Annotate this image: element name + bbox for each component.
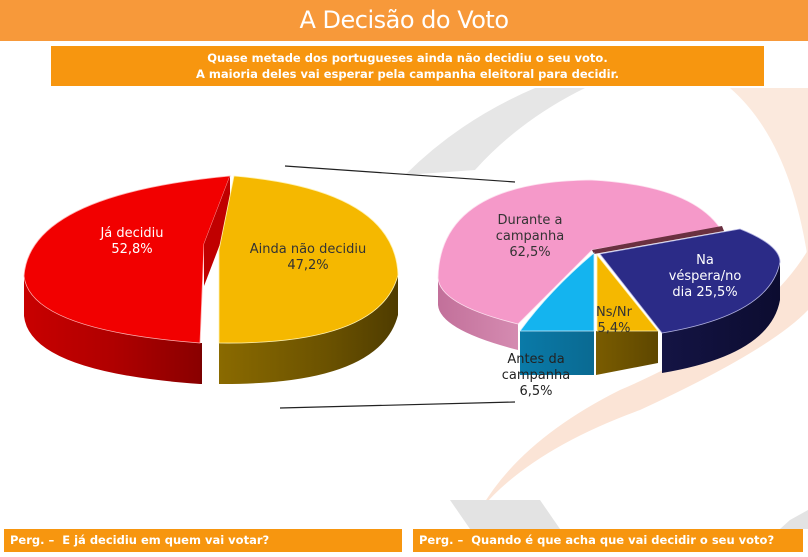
label-antes-campanha: Antes da campanha 6,5% — [501, 352, 571, 399]
slice-durante-campanha — [437, 179, 721, 325]
question-right: Perg. – Quando é que acha que vai decidi… — [413, 529, 803, 552]
label-vespera-dia: Na véspera/no dia 25,5% — [668, 253, 742, 300]
label-ns-nr: Ns/Nr 5,4% — [596, 305, 632, 336]
slice-ja-decidiu-side — [24, 276, 200, 384]
label-durante-campanha: Durante a campanha 62,5% — [495, 213, 565, 260]
subtitle-line-2: A maioria deles vai esperar pela campanh… — [196, 67, 619, 81]
slice-ja-decidiu — [23, 175, 231, 344]
pie-right — [437, 179, 781, 375]
connector-line-top — [284, 165, 516, 183]
page-title: A Decisão do Voto — [0, 0, 808, 41]
connector-line-bottom — [279, 401, 516, 409]
subtitle-line-1: Quase metade dos portugueses ainda não d… — [207, 51, 608, 65]
pie-left — [23, 175, 399, 385]
label-ainda-nao-decidiu: Ainda não decidiu 47,2% — [249, 242, 367, 273]
slice-ainda-nao-side — [219, 275, 398, 385]
slice-vespera-dia — [599, 228, 781, 334]
label-ja-decidiu: Já decidiu 52,8% — [100, 226, 164, 257]
slice-antes-campanha — [519, 252, 595, 332]
question-left: Perg. – E já decidiu em quem vai votar? — [4, 529, 402, 552]
subtitle-box: Quase metade dos portugueses ainda não d… — [51, 46, 764, 86]
slice-ns-nr — [596, 253, 659, 332]
slice-ainda-nao-decidiu — [218, 175, 399, 344]
